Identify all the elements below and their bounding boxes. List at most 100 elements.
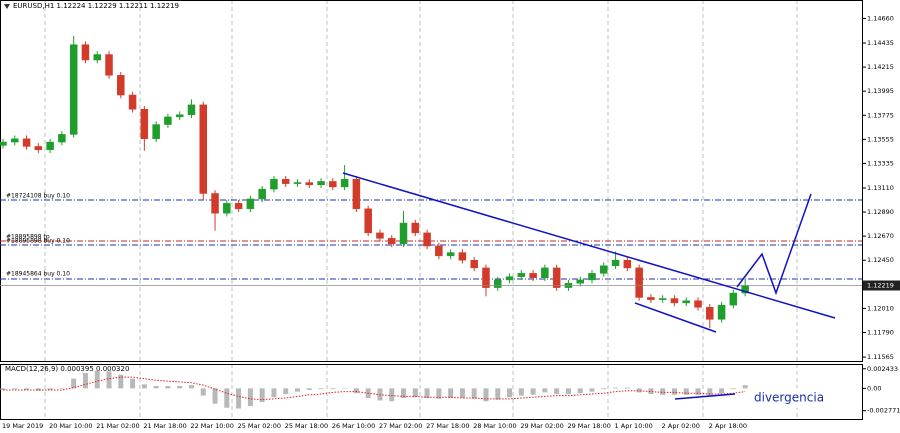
candle-body bbox=[505, 276, 514, 281]
candle-body bbox=[376, 232, 384, 239]
macd-bar bbox=[342, 388, 348, 389]
candle-body bbox=[352, 179, 361, 210]
candle-body bbox=[552, 267, 561, 288]
macd-bar bbox=[613, 387, 619, 389]
vertical-grid bbox=[44, 0, 798, 420]
trade-label: #18895898 tp bbox=[6, 234, 50, 241]
macd-bar bbox=[730, 388, 736, 390]
macd-bar bbox=[412, 388, 418, 398]
macd-bar bbox=[259, 388, 265, 403]
candle-body bbox=[517, 273, 526, 277]
trade-label: #18724108 buy 0.10 bbox=[6, 193, 70, 200]
candle-body bbox=[164, 116, 172, 125]
y-tick-label: 1.12010 bbox=[867, 304, 894, 312]
trade-lines bbox=[0, 199, 862, 280]
y-tick-label: 1.11790 bbox=[867, 328, 894, 336]
y-tick-label: 0.00 bbox=[867, 384, 881, 392]
macd-bar bbox=[188, 385, 194, 389]
macd-bar bbox=[247, 388, 253, 407]
candle-body bbox=[223, 203, 231, 214]
candle-body bbox=[340, 179, 349, 188]
macd-signal bbox=[3, 376, 746, 401]
macd-bar bbox=[577, 388, 583, 394]
macd-bar bbox=[530, 388, 536, 395]
y-tick-label: 1.14435 bbox=[867, 39, 894, 47]
x-tick-label: 1 Apr 10:00 bbox=[615, 422, 653, 430]
candle-body bbox=[694, 300, 702, 308]
candle-body bbox=[458, 252, 467, 261]
candle-body bbox=[175, 114, 184, 118]
candle-body bbox=[576, 279, 584, 284]
macd-bar bbox=[401, 388, 407, 399]
macd-bar bbox=[318, 388, 324, 390]
candle-body bbox=[305, 182, 314, 185]
y-tick-label: 1.14660 bbox=[867, 14, 894, 22]
macd-bar bbox=[0, 388, 6, 390]
candle-body bbox=[69, 44, 78, 135]
x-tick-label: 21 Mar 02:00 bbox=[96, 422, 139, 430]
y-tick-label: 1.13110 bbox=[867, 184, 894, 192]
candle-body bbox=[293, 182, 302, 184]
y-tick-label: 1.12890 bbox=[867, 208, 894, 216]
candle-body bbox=[0, 141, 7, 146]
drawings bbox=[342, 172, 836, 400]
macd-bar bbox=[153, 385, 159, 389]
candle-body bbox=[670, 298, 679, 304]
plot: 1.14660 1.14435 1.14215 1.13995 1.13775 1.135… bbox=[0, 14, 900, 430]
candle-body bbox=[611, 259, 620, 266]
y-tick-label: 0.002433 bbox=[867, 365, 898, 373]
macd-bar bbox=[165, 385, 171, 389]
last-price-box bbox=[863, 280, 900, 291]
y-tick-label: 1.12450 bbox=[867, 256, 894, 264]
candle-body bbox=[128, 94, 137, 110]
candle-body bbox=[470, 259, 478, 269]
macd-bar bbox=[671, 388, 677, 395]
x-tick-label: 27 Mar 18:00 bbox=[426, 422, 469, 430]
macd-bar bbox=[448, 388, 454, 399]
divergence-label: divergencia bbox=[754, 391, 824, 405]
macd-bar bbox=[695, 388, 701, 395]
x-tick-label: 21 Mar 18:00 bbox=[143, 422, 186, 430]
candle-body bbox=[270, 179, 278, 190]
macd-bar bbox=[389, 388, 395, 402]
x-tick-label: 2 Apr 02:00 bbox=[662, 422, 700, 430]
y-tick-label: 1.13335 bbox=[867, 159, 894, 167]
y-tick-label: 1.14215 bbox=[867, 63, 894, 71]
y-tick-label: 1.13555 bbox=[867, 135, 894, 143]
candle-body bbox=[387, 238, 396, 245]
candle-body bbox=[482, 267, 490, 288]
x-tick-label: 22 Mar 10:00 bbox=[190, 422, 233, 430]
candle-body bbox=[281, 179, 290, 184]
y-tick-label: 1.11565 bbox=[867, 353, 894, 361]
candle-body bbox=[588, 273, 596, 281]
candle-body bbox=[234, 203, 243, 210]
y-tick-label: 1.13775 bbox=[867, 111, 894, 119]
x-tick-label: 27 Mar 02:00 bbox=[379, 422, 422, 430]
candle-body bbox=[58, 134, 66, 143]
macd-bar bbox=[589, 388, 595, 392]
candle-body bbox=[399, 222, 408, 245]
candle-body bbox=[682, 300, 690, 304]
x-tick-label: 26 Mar 10:00 bbox=[332, 422, 375, 430]
candle-body bbox=[717, 304, 726, 320]
macd-bar bbox=[94, 370, 100, 389]
macd-bar bbox=[118, 374, 124, 389]
macd-bar bbox=[47, 388, 53, 390]
candle-body bbox=[11, 138, 19, 143]
macd-bar bbox=[742, 385, 748, 389]
macd-bar bbox=[495, 388, 501, 400]
candle-body bbox=[423, 232, 431, 247]
candle-body bbox=[199, 104, 208, 194]
last-price-label: 1.12219 bbox=[867, 282, 894, 290]
macd-bar bbox=[624, 387, 630, 389]
macd-bar bbox=[483, 388, 489, 402]
candle-body bbox=[529, 273, 537, 278]
candle-body bbox=[364, 208, 372, 234]
divergence-box bbox=[748, 388, 828, 408]
trade-label: #18895898 buy 0.10 bbox=[6, 238, 70, 245]
candle-body bbox=[600, 265, 608, 274]
macd-frame bbox=[0, 364, 863, 420]
x-tick-label: 2 Apr 18:00 bbox=[709, 422, 747, 430]
candle-body bbox=[246, 198, 255, 210]
macd-bar bbox=[518, 388, 524, 396]
